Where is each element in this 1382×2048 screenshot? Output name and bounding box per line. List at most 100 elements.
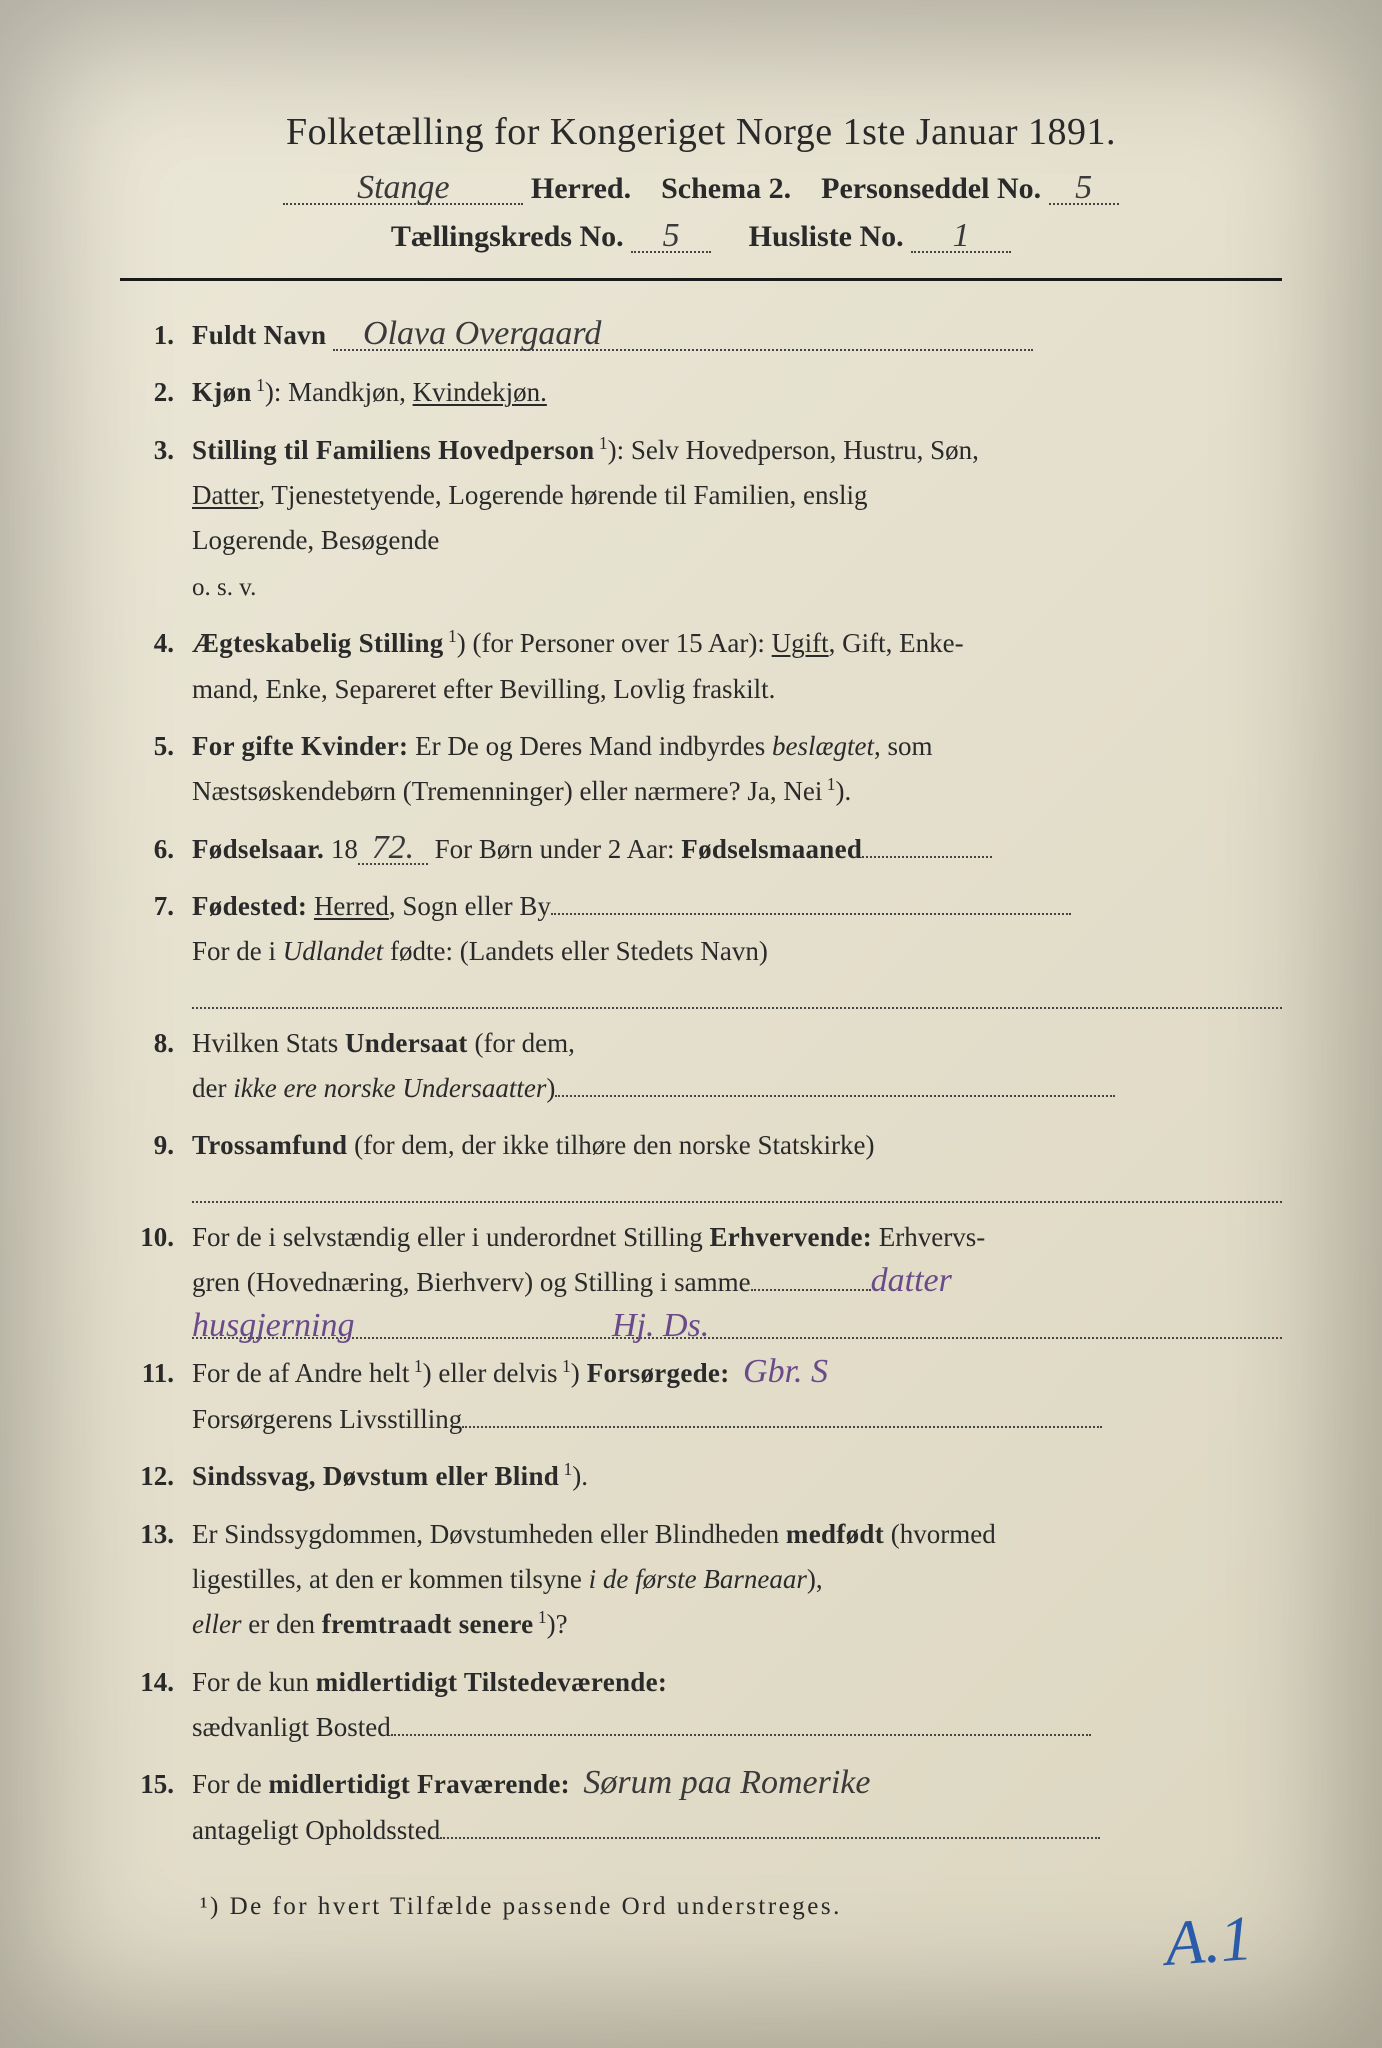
- item-body: Stilling til Familiens Hovedperson 1): S…: [192, 428, 1282, 609]
- q11-c: Forsørgerens Livsstilling: [192, 1404, 462, 1434]
- item-15: 15. For de midlertidigt Fraværende: Søru…: [120, 1762, 1282, 1853]
- footnote-ref: 1: [409, 1356, 422, 1376]
- q10-hand-c: Hj. Ds.: [612, 1312, 709, 1339]
- dotted-blank: [440, 1809, 1100, 1839]
- item-13: 13. Er Sindssygdommen, Døvstumheden elle…: [120, 1512, 1282, 1648]
- q4-paren: (for Personer over 15 Aar):: [466, 628, 772, 658]
- q3-opts-b: , Tjenestetyende, Logerende hørende til …: [258, 480, 867, 510]
- personseddel-label: Personseddel No.: [821, 172, 1041, 205]
- item-body: Ægteskabelig Stilling 1) (for Personer o…: [192, 621, 1282, 712]
- item-body: Fødested: Herred, Sogn eller By For de i…: [192, 884, 1282, 1009]
- item-body: Er Sindssygdommen, Døvstumheden eller Bl…: [192, 1512, 1282, 1648]
- q7-herred: Herred: [314, 891, 389, 921]
- item-4: 4. Ægteskabelig Stilling 1) (for Persone…: [120, 621, 1282, 712]
- herred-label: Herred.: [531, 172, 631, 205]
- q2-label: Kjøn: [192, 377, 252, 407]
- item-body: Hvilken Stats Undersaat (for dem, der ik…: [192, 1021, 1282, 1112]
- item-10: 10. For de i selvstændig eller i underor…: [120, 1215, 1282, 1340]
- item-number: 7.: [120, 884, 192, 1009]
- q1-value: Olava Overgaard: [333, 320, 1033, 351]
- item-body: For gifte Kvinder: Er De og Deres Mand i…: [192, 724, 1282, 815]
- q15-bold: midlertidigt Fraværende:: [269, 1769, 570, 1799]
- item-body: For de af Andre helt 1) eller delvis 1) …: [192, 1351, 1282, 1442]
- q14-bold: midlertidigt Tilstedeværende:: [316, 1667, 667, 1697]
- footnote-text: ¹) De for hvert Tilfælde passende Ord un…: [120, 1893, 1282, 1921]
- item-3: 3. Stilling til Familiens Hovedperson 1)…: [120, 428, 1282, 609]
- q15-hand: Sørum paa Romerike: [583, 1764, 870, 1801]
- item-number: 3.: [120, 428, 192, 609]
- q3-opts-c: Logerende, Besøgende: [192, 525, 439, 555]
- item-number: 6.: [120, 827, 192, 872]
- header-line-2: Stange Herred. Schema 2. Personseddel No…: [120, 172, 1282, 206]
- q8-em: ikke ere norske Undersaatter: [233, 1073, 546, 1103]
- q5-b: , som: [874, 731, 933, 761]
- husliste-label: Husliste No.: [749, 220, 904, 253]
- dotted-blank: [862, 828, 992, 858]
- item-number: 15.: [120, 1762, 192, 1853]
- q8-d: ): [546, 1073, 555, 1103]
- q6-year: 72.: [358, 834, 428, 865]
- q13-em-a: i de første Barneaar: [589, 1564, 807, 1594]
- item-body: For de i selvstændig eller i underordnet…: [192, 1215, 1282, 1340]
- q10-bold: Erhvervende:: [709, 1222, 872, 1252]
- dotted-blank-row: [192, 1175, 1282, 1203]
- q10-hand-b: husgjerning: [192, 1312, 354, 1339]
- footnote-ref: 1: [558, 1356, 571, 1376]
- personseddel-no: 5: [1049, 174, 1119, 205]
- q11-hand: Gbr. S: [743, 1353, 828, 1390]
- item-number: 1.: [120, 313, 192, 358]
- item-body: For de midlertidigt Fraværende: Sørum pa…: [192, 1762, 1282, 1853]
- q6-bold: Fødselsmaaned: [681, 834, 862, 864]
- item-7: 7. Fødested: Herred, Sogn eller By For d…: [120, 884, 1282, 1009]
- q10-b: Erhvervs-: [872, 1222, 985, 1252]
- q13-f: ?: [556, 1609, 568, 1639]
- q9-text: (for dem, der ikke tilhøre den norske St…: [347, 1130, 874, 1160]
- item-body: Kjøn 1): Mandkjøn, Kvindekjøn.: [192, 370, 1282, 415]
- q14-b: sædvanligt Bosted: [192, 1712, 391, 1742]
- q4-label: Ægteskabelig Stilling: [192, 628, 444, 658]
- husliste-no: 1: [911, 222, 1011, 253]
- corner-annotation: A.1: [1162, 1901, 1254, 1981]
- q8-c: der: [192, 1073, 233, 1103]
- q11-b: eller delvis: [432, 1358, 558, 1388]
- q14-a: For de kun: [192, 1667, 316, 1697]
- footnote-ref: 1: [252, 375, 265, 395]
- item-body: Fuldt Navn Olava Overgaard: [192, 313, 1282, 358]
- q10-hand-a: datter: [871, 1262, 952, 1299]
- q8-b: (for dem,: [468, 1028, 575, 1058]
- q4-rest-b: mand, Enke, Separeret efter Bevilling, L…: [192, 674, 775, 704]
- q2-opt-mand: Mandkjøn,: [288, 377, 406, 407]
- item-9: 9. Trossamfund (for dem, der ikke tilhør…: [120, 1123, 1282, 1202]
- footnote-ref: 1: [559, 1459, 572, 1479]
- q3-opts-a: Selv Hovedperson, Hustru, Søn,: [631, 435, 979, 465]
- item-5: 5. For gifte Kvinder: Er De og Deres Man…: [120, 724, 1282, 815]
- q8-bold: Undersaat: [345, 1028, 468, 1058]
- footnote-ref: 1: [594, 433, 607, 453]
- item-14: 14. For de kun midlertidigt Tilstedevære…: [120, 1660, 1282, 1751]
- item-number: 10.: [120, 1215, 192, 1340]
- header-rule: [120, 278, 1282, 281]
- item-number: 4.: [120, 621, 192, 712]
- q7-b: For de i: [192, 936, 283, 966]
- q12-text: Sindssvag, Døvstum eller Blind: [192, 1461, 559, 1491]
- q13-em-b: eller: [192, 1609, 241, 1639]
- item-body: Sindssvag, Døvstum eller Blind 1).: [192, 1454, 1282, 1499]
- q4-ugift: Ugift: [772, 628, 829, 658]
- item-number: 5.: [120, 724, 192, 815]
- q3-label: Stilling til Familiens Hovedperson: [192, 435, 594, 465]
- q10-c: gren (Hovednæring, Bierhverv) og Stillin…: [192, 1267, 751, 1297]
- q7-em: Udlandet: [283, 936, 384, 966]
- q2-opt-kvinde: Kvindekjøn.: [413, 377, 547, 407]
- item-number: 14.: [120, 1660, 192, 1751]
- q1-label: Fuldt Navn: [192, 320, 326, 350]
- q9-label: Trossamfund: [192, 1130, 347, 1160]
- item-2: 2. Kjøn 1): Mandkjøn, Kvindekjøn.: [120, 370, 1282, 415]
- q5-label: For gifte Kvinder:: [192, 731, 408, 761]
- q5-em: beslægtet: [772, 731, 874, 761]
- q11-bold: Forsørgede:: [580, 1358, 730, 1388]
- q13-d: ),: [807, 1564, 823, 1594]
- item-12: 12. Sindssvag, Døvstum eller Blind 1).: [120, 1454, 1282, 1499]
- q3-datter: Datter: [192, 480, 258, 510]
- q13-b: (hvormed: [884, 1519, 996, 1549]
- kreds-label: Tællingskreds No.: [391, 220, 624, 253]
